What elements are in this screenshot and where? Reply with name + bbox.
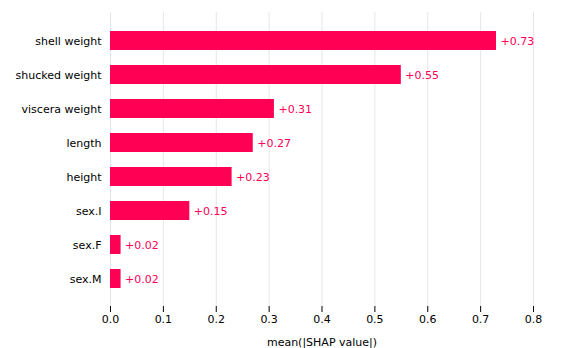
svg-text:0.4: 0.4 — [313, 313, 331, 326]
svg-text:0.7: 0.7 — [472, 313, 490, 326]
svg-text:+0.02: +0.02 — [125, 239, 159, 252]
svg-text:0.6: 0.6 — [419, 313, 437, 326]
svg-text:0.1: 0.1 — [155, 313, 173, 326]
svg-text:sex.I: sex.I — [76, 205, 102, 218]
svg-text:0.2: 0.2 — [208, 313, 226, 326]
svg-text:+0.73: +0.73 — [500, 35, 534, 48]
svg-text:length: length — [66, 137, 101, 150]
svg-text:+0.23: +0.23 — [236, 171, 270, 184]
svg-text:sex.F: sex.F — [73, 239, 102, 252]
svg-text:0.0: 0.0 — [102, 313, 120, 326]
svg-text:mean(|SHAP value|): mean(|SHAP value|) — [267, 336, 377, 348]
svg-text:0.8: 0.8 — [525, 313, 543, 326]
svg-text:+0.31: +0.31 — [278, 103, 312, 116]
svg-text:+0.27: +0.27 — [257, 137, 291, 150]
svg-text:+0.55: +0.55 — [405, 69, 439, 82]
svg-text:sex.M: sex.M — [70, 273, 102, 286]
svg-text:0.5: 0.5 — [366, 313, 384, 326]
svg-text:viscera weight: viscera weight — [22, 103, 103, 116]
svg-text:+0.02: +0.02 — [125, 273, 159, 286]
svg-text:+0.15: +0.15 — [194, 205, 228, 218]
svg-text:0.3: 0.3 — [260, 313, 278, 326]
svg-text:shucked weight: shucked weight — [15, 69, 102, 82]
svg-text:shell weight: shell weight — [35, 35, 102, 48]
svg-text:height: height — [66, 171, 102, 184]
